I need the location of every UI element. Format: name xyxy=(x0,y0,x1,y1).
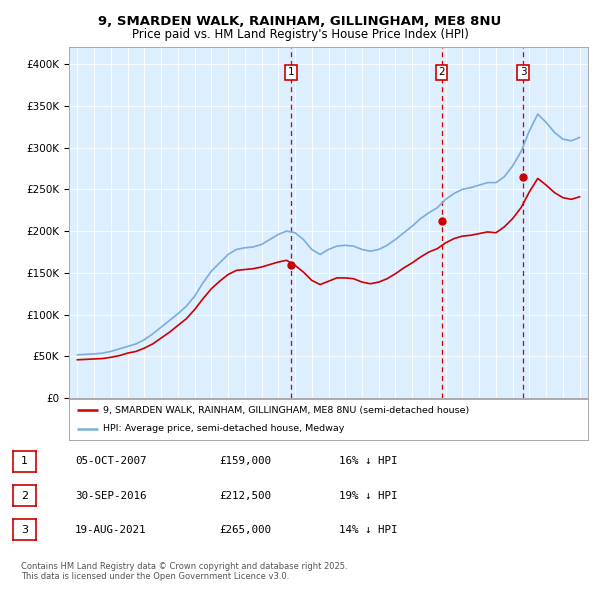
Text: 30-SEP-2016: 30-SEP-2016 xyxy=(75,491,146,500)
Text: 16% ↓ HPI: 16% ↓ HPI xyxy=(339,457,397,466)
Text: 05-OCT-2007: 05-OCT-2007 xyxy=(75,457,146,466)
Text: HPI: Average price, semi-detached house, Medway: HPI: Average price, semi-detached house,… xyxy=(103,424,344,433)
Text: 3: 3 xyxy=(21,525,28,535)
Text: 9, SMARDEN WALK, RAINHAM, GILLINGHAM, ME8 8NU (semi-detached house): 9, SMARDEN WALK, RAINHAM, GILLINGHAM, ME… xyxy=(103,406,469,415)
Text: 1: 1 xyxy=(21,457,28,466)
Text: £265,000: £265,000 xyxy=(219,525,271,535)
Text: 19% ↓ HPI: 19% ↓ HPI xyxy=(339,491,397,500)
Text: 2: 2 xyxy=(21,491,28,500)
Text: 1: 1 xyxy=(287,67,295,77)
Text: 19-AUG-2021: 19-AUG-2021 xyxy=(75,525,146,535)
Text: 9, SMARDEN WALK, RAINHAM, GILLINGHAM, ME8 8NU: 9, SMARDEN WALK, RAINHAM, GILLINGHAM, ME… xyxy=(98,15,502,28)
Text: Contains HM Land Registry data © Crown copyright and database right 2025.
This d: Contains HM Land Registry data © Crown c… xyxy=(21,562,347,581)
Text: £159,000: £159,000 xyxy=(219,457,271,466)
Text: 3: 3 xyxy=(520,67,527,77)
Text: Price paid vs. HM Land Registry's House Price Index (HPI): Price paid vs. HM Land Registry's House … xyxy=(131,28,469,41)
Text: £212,500: £212,500 xyxy=(219,491,271,500)
Text: 2: 2 xyxy=(438,67,445,77)
Text: 14% ↓ HPI: 14% ↓ HPI xyxy=(339,525,397,535)
